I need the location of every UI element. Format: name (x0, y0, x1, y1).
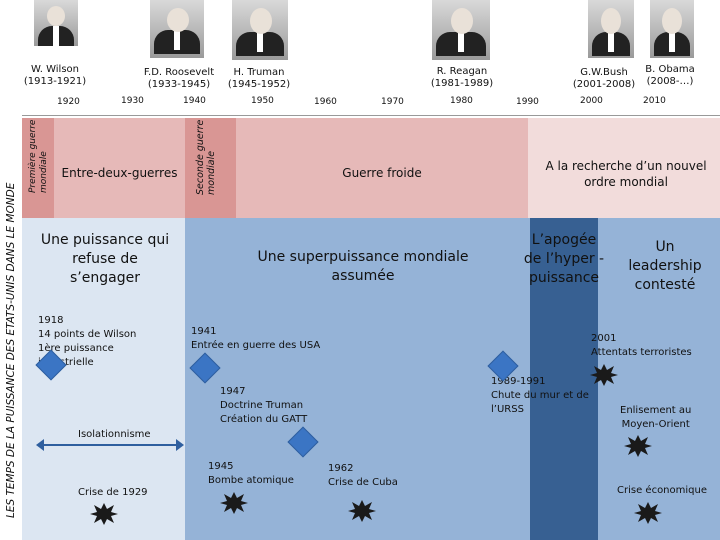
event-1962: 1962 Crise de Cuba (328, 463, 398, 488)
burst-icon (590, 364, 618, 386)
year-tick: 1990 (516, 97, 539, 107)
year-tick: 1980 (450, 96, 473, 106)
band-power-3 (530, 218, 598, 540)
band-power-4 (598, 218, 720, 540)
event-1941: 1941 Entrée en guerre des USA (191, 326, 321, 351)
timeline-axis (22, 115, 720, 116)
year-tick: 1920 (57, 97, 80, 107)
president-reagan: R. Reagan (1981-1989) (430, 66, 494, 89)
arrowhead-left (36, 439, 44, 451)
burst-icon (624, 435, 652, 457)
portrait-obama (650, 0, 694, 58)
label-ww1: Première guerre mondiale (28, 119, 49, 193)
label-ww2: Seconde guerre mondiale (195, 119, 217, 195)
burst-icon (220, 492, 248, 514)
event-1947: 1947 Doctrine Truman Création du GATT (220, 386, 308, 425)
year-tick: 2010 (643, 96, 666, 106)
label-cold-war: Guerre froide (342, 166, 422, 180)
band-power-2 (185, 218, 530, 540)
power-label-2: Une superpuissance mondiale assumée (257, 249, 469, 284)
president-wilson: W. Wilson (1913-1921) (23, 64, 87, 87)
power-label-3: L’apogée de l’hyper - puissance (523, 232, 605, 286)
arrowhead-right (176, 439, 184, 451)
event-1989-1991: 1989-1991 Chute du mur et de l’URSS (491, 376, 589, 415)
event-1945: 1945 Bombe atomique (208, 461, 294, 486)
burst-icon (348, 500, 376, 522)
year-tick: 1940 (183, 96, 206, 106)
band-ww2 (185, 118, 236, 218)
band-ww1 (22, 118, 54, 218)
isolationnisme-arrow (40, 444, 180, 446)
year-tick: 1960 (314, 97, 337, 107)
president-truman: H. Truman (1945-1952) (227, 67, 291, 90)
band-cold-war (236, 118, 528, 218)
year-tick: 1970 (381, 97, 404, 107)
event-enlisement: Enlisement au Moyen-Orient (620, 405, 692, 430)
event-crise-1929: Crise de 1929 (78, 487, 148, 498)
event-crise-economique: Crise économique (617, 485, 707, 496)
president-obama: B. Obama (2008-…) (645, 64, 695, 87)
side-title: LES TEMPS DE LA PUISSANCE DES ETATS-UNIS… (5, 182, 17, 518)
portrait-bush (588, 0, 634, 58)
label-interwar: Entre-deux-guerres (61, 166, 178, 180)
portrait-wilson (34, 0, 78, 46)
event-isolationnisme: Isolationnisme (78, 429, 151, 440)
label-new-order: A la recherche d’un nouvel ordre mondial (545, 159, 707, 189)
power-label-1: Une puissance qui refuse de s’engager (40, 232, 170, 286)
portrait-roosevelt (150, 0, 204, 58)
year-tick: 2000 (580, 96, 603, 106)
portrait-reagan (432, 0, 490, 60)
band-new-order (528, 118, 720, 218)
year-tick: 1950 (251, 96, 274, 106)
band-interwar (54, 118, 185, 218)
year-tick: 1930 (121, 96, 144, 106)
president-roosevelt: F.D. Roosevelt (1933-1945) (143, 67, 215, 90)
burst-icon (90, 503, 118, 525)
power-label-4: Un leadership contesté (628, 239, 702, 293)
event-1918: 1918 14 points de Wilson 1ère puissance … (38, 315, 137, 368)
burst-icon (634, 502, 662, 524)
president-bush: G.W.Bush (2001-2008) (572, 67, 636, 90)
event-2001: 2001 Attentats terroristes (591, 333, 692, 358)
portrait-truman (232, 0, 288, 60)
